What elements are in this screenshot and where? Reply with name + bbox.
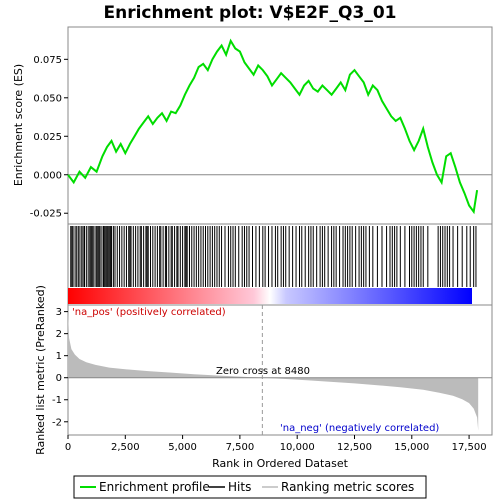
x-axis-ticks: 0 2,500 5,000 7,500 10,000 12,500 15,000 17,500: [65, 435, 487, 453]
ranking-gradient-bar: [68, 288, 472, 304]
metric-y-tick-label: 0: [56, 373, 62, 384]
es-y-tick-label: -0.025: [30, 209, 62, 220]
x-tick-label: 12,500: [337, 442, 372, 453]
enrichment-profile-line: [67, 38, 479, 215]
x-tick-label: 7,500: [226, 442, 255, 453]
es-y-tick-label: 0.000: [33, 170, 62, 181]
zero-cross-label: Zero cross at 8480: [216, 366, 310, 377]
x-tick-label: 5,000: [168, 442, 197, 453]
metric-y-tick-label: -2: [52, 417, 62, 428]
metric-axis-label: Ranked list metric (PreRanked): [34, 285, 47, 455]
es-y-tick-label: 0.050: [33, 93, 62, 104]
es-y-tick-label: 0.075: [33, 55, 62, 66]
x-tick-label: 0: [65, 442, 71, 453]
metric-y-tick-label: 1: [56, 351, 62, 362]
legend-hits-label: Hits: [228, 480, 251, 494]
na-pos-annotation: 'na_pos' (positively correlated): [72, 307, 226, 318]
ranked-metric-layer: -2 -1 0 1 2 3: [52, 305, 492, 435]
x-tick-label: 10,000: [280, 442, 315, 453]
x-tick-label: 15,000: [394, 442, 429, 453]
es-y-tick-label: 0.025: [33, 132, 62, 143]
x-axis-label: Rank in Ordered Dataset: [212, 457, 349, 470]
metric-y-tick-label: -1: [52, 395, 62, 406]
metric-y-tick-label: 2: [56, 329, 62, 340]
legend-box: [73, 475, 427, 499]
legend-enrichment-label: Enrichment profile: [99, 480, 210, 494]
enrichment-panel: [67, 26, 493, 225]
na-neg-annotation: 'na_neg' (negatively correlated): [280, 423, 439, 434]
legend-metric-label: Ranking metric scores: [281, 480, 414, 494]
enrichment-layer: -0.025 0.000 0.025 0.050 0.075: [30, 38, 492, 220]
es-axis-label: Enrichment score (ES): [12, 64, 25, 186]
chart-title: Enrichment plot: V$E2F_Q3_01: [104, 3, 397, 23]
metric-y-tick-label: 3: [56, 307, 62, 318]
hits-layer: [70, 226, 477, 287]
x-tick-label: 17,500: [452, 442, 487, 453]
ranked-metric-panel: [67, 304, 493, 436]
x-tick-label: 2,500: [111, 442, 140, 453]
